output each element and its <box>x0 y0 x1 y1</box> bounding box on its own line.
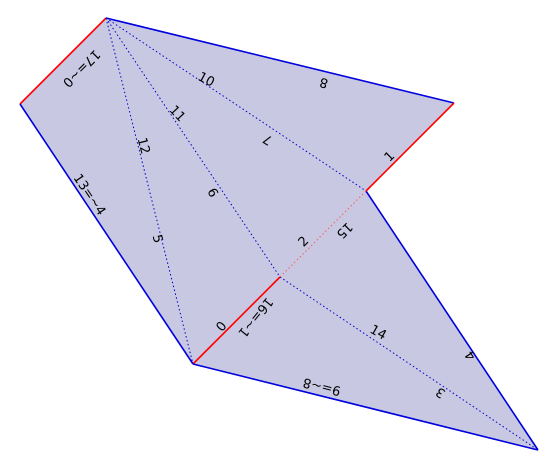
edge-label-e12: 12 <box>134 136 153 156</box>
edge-label-e5: 5 <box>149 233 166 245</box>
edge-top-left <box>19 17 107 105</box>
diagonal-a-c <box>105 17 194 365</box>
edge-label-e14: 14 <box>367 322 389 343</box>
edge-label-e10: 10 <box>195 69 217 90</box>
diagonal-a-g <box>105 17 281 278</box>
diagonal-a-e <box>105 17 367 192</box>
edges <box>19 17 539 451</box>
edge-bottom <box>192 363 539 451</box>
edge-right-upper <box>365 102 455 192</box>
edge-lower-mid <box>192 276 281 365</box>
edge-left <box>19 103 194 365</box>
polygon-face <box>20 18 538 450</box>
edge-right-lower <box>365 190 539 451</box>
polygon-fill <box>20 18 538 450</box>
edge-label-e8: 8 <box>318 74 330 91</box>
diagonal-g-e <box>279 190 367 278</box>
edge-top <box>105 17 455 104</box>
